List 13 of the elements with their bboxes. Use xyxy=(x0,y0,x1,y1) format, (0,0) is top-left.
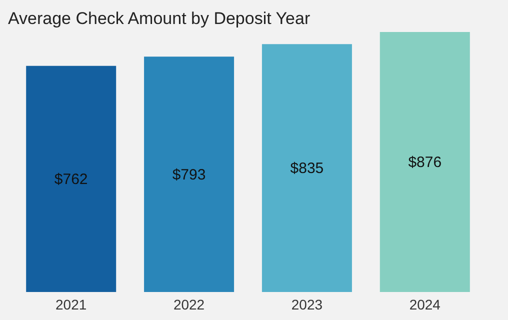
data-label: $793 xyxy=(172,166,206,184)
data-label: $835 xyxy=(290,160,324,178)
x-tick-label: 2023 xyxy=(291,296,323,312)
x-tick-label: 2021 xyxy=(56,296,87,312)
data-label: $876 xyxy=(408,154,442,171)
bar xyxy=(262,44,352,292)
x-tick-label: 2024 xyxy=(409,296,441,312)
data-label: $762 xyxy=(54,170,88,188)
bar xyxy=(380,32,470,292)
x-tick-label: 2022 xyxy=(173,296,205,312)
bar xyxy=(144,56,234,292)
chart-title: Average Check Amount by Deposit Year xyxy=(8,9,310,28)
bar xyxy=(26,66,116,292)
